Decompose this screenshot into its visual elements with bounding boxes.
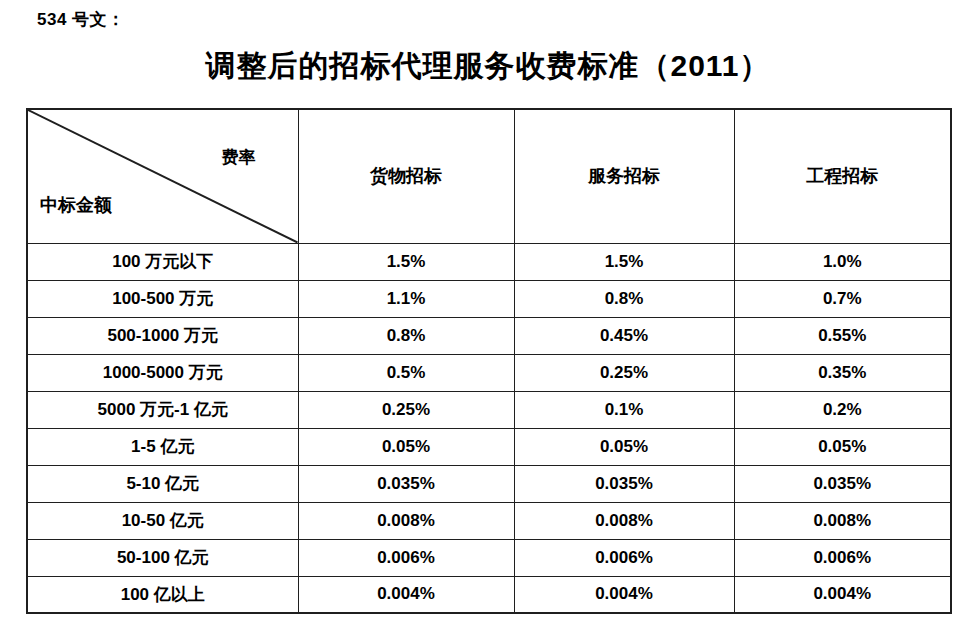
table-row: 1000-5000 万元 0.5% 0.25% 0.35% (27, 354, 951, 391)
rate-cell: 0.004% (734, 576, 951, 613)
doc-number-label: 534 号文： (37, 8, 125, 31)
rate-cell: 0.035% (734, 465, 951, 502)
rate-cell: 0.004% (514, 576, 734, 613)
rate-cell: 0.006% (298, 539, 514, 576)
header-row: 费率 中标金额 货物招标 服务招标 工程招标 (27, 109, 951, 243)
rate-cell: 0.05% (514, 428, 734, 465)
amount-range-cell: 100 万元以下 (27, 243, 298, 280)
corner-label-rate: 费率 (222, 146, 256, 169)
rate-cell: 0.55% (734, 317, 951, 354)
rate-cell: 0.004% (298, 576, 514, 613)
rate-cell: 0.1% (514, 391, 734, 428)
table-row: 1-5 亿元 0.05% 0.05% 0.05% (27, 428, 951, 465)
rate-cell: 1.5% (514, 243, 734, 280)
corner-label-amount: 中标金额 (40, 193, 112, 217)
rate-cell: 0.5% (298, 354, 514, 391)
diagonal-line (28, 110, 298, 243)
rate-cell: 0.05% (734, 428, 951, 465)
rate-cell: 0.008% (734, 502, 951, 539)
rate-cell: 0.7% (734, 280, 951, 317)
rate-cell: 0.006% (514, 539, 734, 576)
amount-range-cell: 5000 万元-1 亿元 (27, 391, 298, 428)
page-title: 调整后的招标代理服务收费标准（2011） (26, 46, 950, 87)
table-row: 100-500 万元 1.1% 0.8% 0.7% (27, 280, 951, 317)
rate-cell: 0.8% (514, 280, 734, 317)
amount-range-cell: 1-5 亿元 (27, 428, 298, 465)
amount-range-cell: 100 亿以上 (27, 576, 298, 613)
column-header-engineering: 工程招标 (734, 109, 951, 243)
table-row: 100 亿以上 0.004% 0.004% 0.004% (27, 576, 951, 613)
rate-cell: 0.35% (734, 354, 951, 391)
table-row: 50-100 亿元 0.006% 0.006% 0.006% (27, 539, 951, 576)
amount-range-cell: 500-1000 万元 (27, 317, 298, 354)
table-row: 10-50 亿元 0.008% 0.008% 0.008% (27, 502, 951, 539)
column-header-goods: 货物招标 (298, 109, 514, 243)
rate-cell: 1.0% (734, 243, 951, 280)
diagonal-header-cell: 费率 中标金额 (27, 109, 298, 243)
column-header-services: 服务招标 (514, 109, 734, 243)
rate-cell: 0.008% (514, 502, 734, 539)
amount-range-cell: 10-50 亿元 (27, 502, 298, 539)
amount-range-cell: 1000-5000 万元 (27, 354, 298, 391)
amount-range-cell: 5-10 亿元 (27, 465, 298, 502)
amount-range-cell: 100-500 万元 (27, 280, 298, 317)
table-row: 100 万元以下 1.5% 1.5% 1.0% (27, 243, 951, 280)
rate-cell: 0.006% (734, 539, 951, 576)
table-row: 5000 万元-1 亿元 0.25% 0.1% 0.2% (27, 391, 951, 428)
table-row: 500-1000 万元 0.8% 0.45% 0.55% (27, 317, 951, 354)
amount-range-cell: 50-100 亿元 (27, 539, 298, 576)
rate-cell: 0.25% (514, 354, 734, 391)
rate-cell: 0.25% (298, 391, 514, 428)
rate-cell: 0.035% (298, 465, 514, 502)
rate-cell: 0.8% (298, 317, 514, 354)
rate-cell: 1.5% (298, 243, 514, 280)
rate-cell: 0.45% (514, 317, 734, 354)
rate-cell: 0.2% (734, 391, 951, 428)
rate-cell: 1.1% (298, 280, 514, 317)
rate-cell: 0.008% (298, 502, 514, 539)
rate-cell: 0.035% (514, 465, 734, 502)
table-row: 5-10 亿元 0.035% 0.035% 0.035% (27, 465, 951, 502)
rate-cell: 0.05% (298, 428, 514, 465)
document-page: 534 号文： 调整后的招标代理服务收费标准（2011） 费率 中标金额 货物招… (0, 0, 979, 629)
fee-rate-table: 费率 中标金额 货物招标 服务招标 工程招标 100 万元以下 1.5% 1.5… (26, 108, 952, 614)
